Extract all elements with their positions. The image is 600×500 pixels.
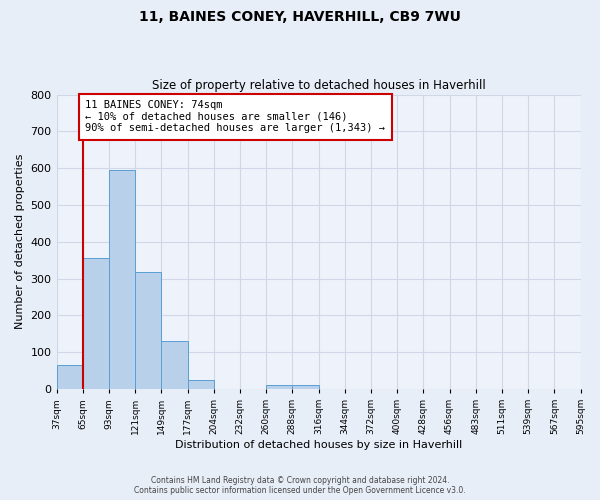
Bar	[292, 386, 319, 389]
Bar	[161, 341, 188, 389]
Bar	[135, 272, 161, 389]
Bar	[56, 365, 83, 389]
Text: 11 BAINES CONEY: 74sqm
← 10% of detached houses are smaller (146)
90% of semi-de: 11 BAINES CONEY: 74sqm ← 10% of detached…	[85, 100, 385, 134]
Bar	[266, 386, 292, 389]
Text: 11, BAINES CONEY, HAVERHILL, CB9 7WU: 11, BAINES CONEY, HAVERHILL, CB9 7WU	[139, 10, 461, 24]
Bar	[188, 380, 214, 389]
Y-axis label: Number of detached properties: Number of detached properties	[15, 154, 25, 330]
Text: Contains HM Land Registry data © Crown copyright and database right 2024.
Contai: Contains HM Land Registry data © Crown c…	[134, 476, 466, 495]
Bar	[83, 258, 109, 389]
Title: Size of property relative to detached houses in Haverhill: Size of property relative to detached ho…	[152, 79, 485, 92]
X-axis label: Distribution of detached houses by size in Haverhill: Distribution of detached houses by size …	[175, 440, 462, 450]
Bar	[109, 170, 135, 389]
